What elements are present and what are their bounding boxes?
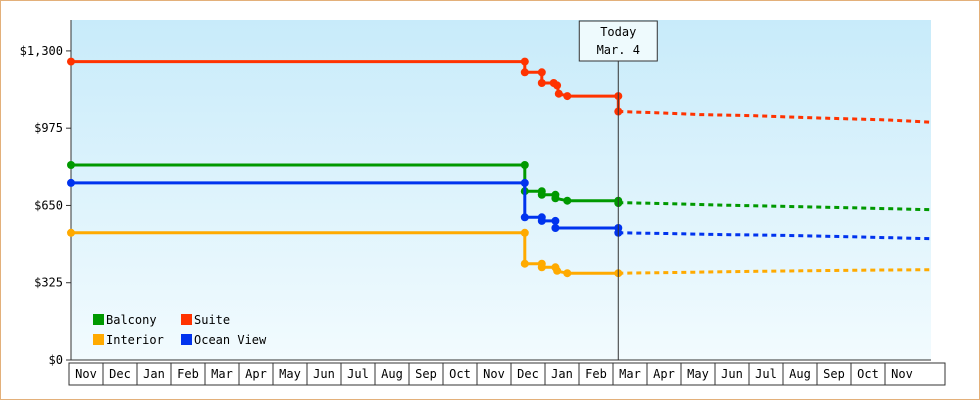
today-date-label: Mar. 4	[597, 43, 640, 57]
data-point-balcony-7	[563, 196, 572, 205]
data-point-ocean-view-1	[520, 178, 529, 187]
legend-label-suite: Suite	[194, 313, 230, 327]
legend-swatch-ocean-view	[181, 334, 192, 345]
x-tick-label-7: Jun	[313, 367, 335, 381]
data-point-suite-8	[563, 92, 572, 101]
today-marker: Today Mar. 4	[578, 20, 658, 360]
data-point-suite-4	[537, 79, 546, 87]
data-point-ocean-view-0	[67, 178, 75, 187]
today-label: Today	[600, 25, 636, 39]
x-tick-label-8: Jul	[347, 367, 369, 381]
data-point-interior-6	[553, 266, 562, 275]
y-tick-label-4: $1,300	[20, 44, 63, 58]
plot-area	[71, 20, 931, 360]
forecast-line-ocean-view	[618, 231, 932, 241]
x-tick-label-10: Sep	[415, 367, 437, 381]
data-point-ocean-view-4	[537, 216, 546, 225]
x-tick-label-12: Nov	[483, 367, 505, 381]
data-point-balcony-0	[67, 161, 75, 169]
y-tick-label-2: $650	[34, 198, 63, 212]
x-tick-label-23: Oct	[857, 367, 879, 381]
data-point-ocean-view-5	[551, 216, 560, 225]
legend: Balcony Suite Interior Ocean View	[93, 313, 267, 347]
data-point-balcony-4	[537, 190, 546, 199]
data-point-ocean-view-6	[551, 224, 560, 232]
x-tick-label-22: Sep	[823, 367, 845, 381]
y-tick-label-3: $975	[34, 121, 63, 135]
legend-label-ocean-view: Ocean View	[194, 333, 267, 347]
x-tick-label-4: Mar	[211, 367, 233, 381]
data-point-suite-1	[520, 57, 529, 66]
x-axis: Nov Dec Jan Feb Mar Apr May Jun Jul Aug Sep Oct Nov D…	[68, 359, 946, 386]
x-month-cell-24	[884, 362, 946, 386]
legend-swatch-interior	[93, 334, 104, 345]
data-point-interior-0	[67, 228, 75, 237]
legend-label-interior: Interior	[106, 333, 164, 347]
x-tick-label-1: Dec	[109, 367, 131, 381]
x-tick-label-0: Nov	[75, 367, 97, 381]
data-point-suite-7	[554, 89, 563, 98]
data-point-balcony-1	[520, 161, 529, 169]
x-tick-label-21: Aug	[789, 367, 811, 381]
data-point-interior-7	[563, 269, 572, 278]
legend-swatch-suite	[181, 314, 192, 325]
data-point-suite-6	[553, 81, 562, 90]
data-point-interior-4	[537, 263, 546, 272]
x-tick-label-15: Feb	[585, 367, 607, 381]
x-tick-label-18: May	[687, 367, 709, 381]
y-tick-label-1: $325	[34, 276, 63, 290]
data-point-balcony-6	[551, 194, 560, 203]
x-tick-label-6: May	[279, 367, 301, 381]
y-tick-label-0: $0	[49, 353, 63, 367]
data-point-suite-3	[537, 68, 546, 77]
x-tick-label-14: Jan	[551, 367, 573, 381]
today-label-box	[578, 20, 658, 62]
x-tick-label-16: Mar	[619, 367, 641, 381]
x-tick-label-11: Oct	[449, 367, 471, 381]
y-axis: $0 $325 $650 $975 $1,300	[20, 20, 72, 367]
x-tick-label-20: Jul	[755, 367, 777, 381]
data-point-interior-2	[520, 259, 529, 268]
x-tick-label-19: Jun	[721, 367, 743, 381]
data-point-suite-0	[67, 57, 75, 66]
legend-label-balcony: Balcony	[106, 313, 157, 327]
x-tick-label-3: Feb	[177, 367, 199, 381]
x-tick-label-17: Apr	[653, 367, 675, 381]
x-tick-label-5: Apr	[245, 367, 267, 381]
data-point-interior-1	[520, 228, 529, 237]
forecast-line-suite	[618, 110, 932, 124]
data-point-ocean-view-2	[520, 213, 529, 222]
x-tick-label-13: Dec	[517, 367, 539, 381]
forecast-line-interior	[618, 268, 932, 275]
x-tick-label-9: Aug	[381, 367, 403, 381]
forecast-line-balcony	[618, 201, 932, 212]
x-tick-label-2: Jan	[143, 367, 165, 381]
legend-swatch-balcony	[93, 314, 104, 325]
x-tick-label-24: Nov	[891, 367, 913, 381]
data-point-suite-2	[520, 68, 529, 77]
